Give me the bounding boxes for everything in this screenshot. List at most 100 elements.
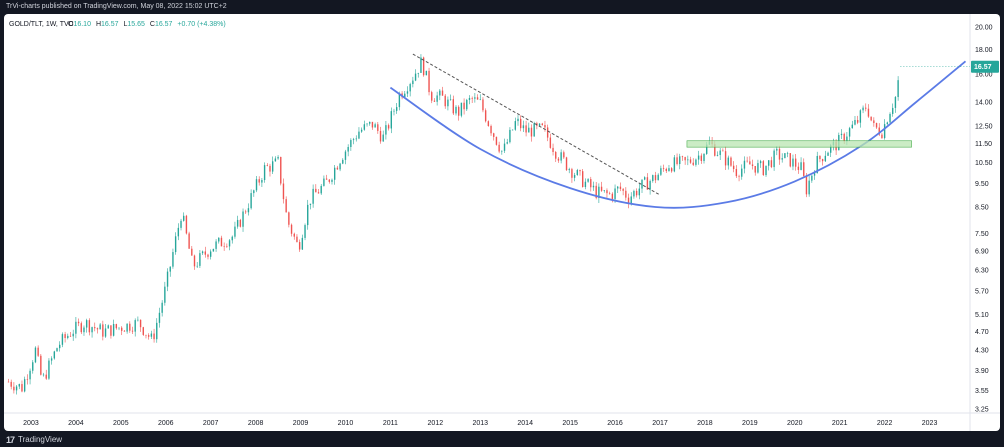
- candle-body: [856, 120, 859, 123]
- candle-body: [714, 144, 716, 156]
- candle-body: [614, 188, 616, 199]
- candle-body: [7, 381, 10, 383]
- candle-body: [83, 327, 85, 333]
- candle-body: [894, 97, 897, 108]
- price-tick-label: 8.50: [975, 204, 989, 211]
- candle-body: [350, 140, 352, 148]
- candle-body: [600, 186, 603, 191]
- candle-body: [121, 327, 123, 331]
- candle-body: [482, 99, 484, 111]
- price-tick-label: 5.70: [975, 288, 989, 295]
- chart-panel[interactable]: GOLD/TLT, 1W, TVC O16.10 H16.57 L15.65 C…: [4, 14, 1000, 431]
- candle-body: [53, 351, 56, 359]
- candle-body: [439, 90, 441, 96]
- candle-body: [862, 107, 864, 111]
- candle-body: [617, 186, 619, 189]
- time-tick-label: 2015: [562, 420, 578, 427]
- publish-caption: TrVi-charts published on TradingView.com…: [0, 0, 1004, 14]
- price-tick-label: 6.30: [975, 267, 989, 274]
- candle-body: [10, 381, 12, 387]
- candle-body: [323, 178, 325, 186]
- candle-body: [21, 384, 23, 392]
- candle-body: [15, 386, 18, 391]
- candle-body: [776, 148, 778, 151]
- candle-body: [358, 131, 360, 139]
- candle-body: [789, 153, 791, 167]
- candle-body: [522, 125, 525, 129]
- candle-body: [749, 161, 751, 165]
- price-axis[interactable]: 20.00 18.00 16.00 14.00 12.50 11.50 10.50 9.50 8…: [975, 25, 993, 414]
- candle-body: [452, 99, 455, 114]
- candle-body: [633, 190, 635, 197]
- candle-body: [441, 90, 444, 96]
- candle-body: [555, 152, 557, 159]
- candle-body: [792, 158, 794, 167]
- candle-body: [676, 157, 678, 165]
- legend-open-value: 16.10: [73, 21, 91, 28]
- descending-trendline[interactable]: [412, 53, 661, 196]
- tradingview-logo[interactable]: 17 TradingView: [6, 434, 62, 445]
- time-tick-label: 2009: [293, 420, 309, 427]
- price-tick-label: 10.50: [975, 160, 993, 167]
- time-tick-label: 2011: [383, 420, 398, 427]
- candle-body: [684, 157, 686, 161]
- price-tick-label: 3.55: [975, 388, 989, 395]
- candle-body: [560, 152, 562, 161]
- candle-body: [706, 144, 708, 154]
- rounding-bottom-arc[interactable]: [389, 60, 967, 209]
- candle-body: [484, 110, 487, 122]
- candle-body: [800, 162, 802, 170]
- candle-body: [517, 118, 519, 122]
- candle-body: [158, 312, 161, 323]
- support-zone[interactable]: [686, 140, 912, 148]
- candle-body: [762, 161, 765, 176]
- candle-body: [304, 225, 306, 238]
- time-tick-label: 2019: [742, 420, 758, 427]
- candle-body: [746, 160, 748, 162]
- candle-body: [126, 323, 128, 332]
- candle-body: [150, 333, 153, 337]
- candle-body: [404, 93, 406, 98]
- candle-body: [579, 170, 581, 172]
- candle-body: [873, 120, 875, 124]
- candle-body: [703, 153, 705, 161]
- time-tick-label: 2007: [203, 420, 219, 427]
- candle-body: [641, 179, 643, 189]
- candle-body: [352, 139, 355, 141]
- candle-body: [773, 150, 775, 168]
- candle-body: [611, 193, 614, 199]
- candle-body: [514, 121, 517, 130]
- candle-body: [253, 190, 255, 194]
- candle-body: [325, 178, 328, 180]
- candle-body: [271, 161, 274, 172]
- candle-body: [757, 163, 759, 173]
- candle-body: [223, 246, 225, 247]
- candle-body: [34, 347, 37, 363]
- candle-body: [689, 159, 692, 163]
- candle-body: [80, 323, 82, 333]
- candle-body: [495, 136, 498, 145]
- candle-body: [603, 190, 605, 191]
- price-tick-label: 9.50: [975, 181, 989, 188]
- candle-body: [99, 324, 101, 330]
- candle-body: [544, 125, 546, 128]
- price-tick-label: 16.00: [975, 72, 993, 79]
- candle-body: [320, 185, 322, 194]
- candle-body: [598, 186, 600, 198]
- candle-body: [104, 328, 107, 337]
- time-tick-label: 2020: [787, 420, 803, 427]
- candle-body: [897, 80, 899, 98]
- candle-body: [398, 93, 401, 108]
- time-axis[interactable]: 2003 2004 2005 2006 2007 2008 2009 2010 2011 2012…: [23, 420, 937, 427]
- price-chart[interactable]: GOLD/TLT, 1W, TVC O16.10 H16.57 L15.65 C…: [4, 14, 1000, 431]
- candle-body: [751, 164, 754, 167]
- candle-body: [533, 123, 535, 137]
- candle-body: [608, 193, 611, 194]
- legend-change: +0.70 (+4.38%): [177, 21, 225, 28]
- candle-body: [892, 107, 894, 114]
- candle-body: [673, 157, 676, 172]
- candle-body: [460, 102, 463, 116]
- candle-body: [315, 188, 317, 193]
- candle-body: [199, 253, 201, 266]
- candle-body: [317, 192, 320, 194]
